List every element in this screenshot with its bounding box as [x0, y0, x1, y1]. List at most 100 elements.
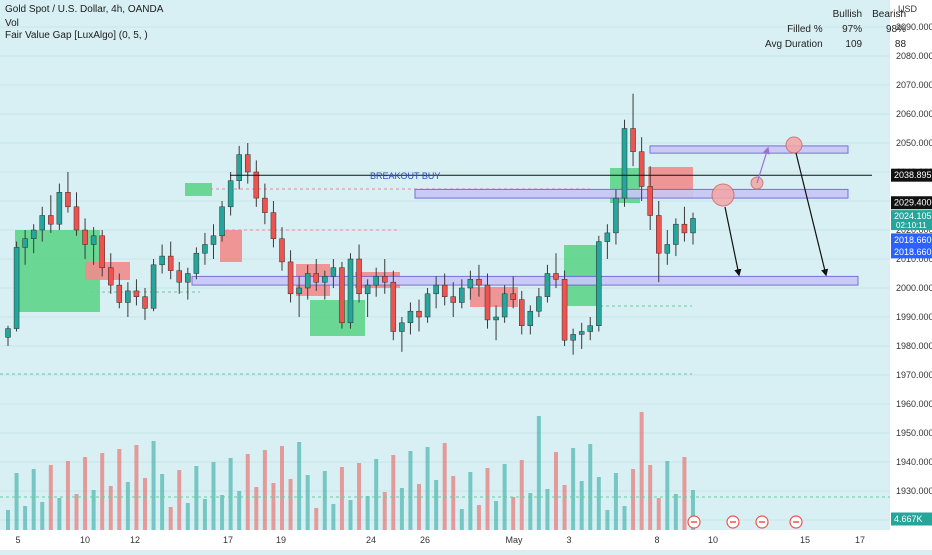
candle-body — [510, 293, 516, 300]
candle-body — [690, 218, 696, 234]
volume-bar — [417, 484, 421, 530]
candle-body — [185, 273, 191, 283]
candle-body — [210, 235, 217, 245]
volume-bar — [280, 446, 284, 530]
price-zone-rect[interactable] — [191, 275, 859, 286]
volume-bar — [451, 476, 456, 530]
target-circle-marker[interactable] — [711, 183, 735, 207]
projection-arrow-down[interactable] — [795, 152, 829, 277]
volume-legend[interactable]: Vol — [5, 18, 19, 29]
candle-body — [441, 284, 448, 297]
volume-bar — [639, 412, 644, 530]
volume-bar — [331, 504, 336, 530]
candle-body — [236, 154, 242, 181]
time-tick-label: 17 — [223, 535, 233, 545]
volume-bar — [100, 453, 105, 530]
volume-bar — [245, 454, 250, 530]
volume-bar — [228, 458, 233, 530]
candle-body — [313, 273, 319, 283]
volume-bar — [297, 442, 302, 530]
candle-body — [65, 192, 71, 208]
fvg-stats-table: Bullish Bearish Filled % 97% 98% Avg Dur… — [760, 7, 911, 52]
candle-body — [22, 238, 28, 248]
volume-bar — [476, 505, 481, 530]
volume-bar — [40, 502, 45, 530]
candle-body — [373, 276, 379, 286]
volume-bar — [528, 493, 533, 530]
time-axis[interactable]: 5 10 12 17 19 24 26 May 3 8 10 15 17 — [15, 515, 865, 545]
time-tick-label: 15 — [800, 535, 810, 545]
price-tag-breakout: 2038.895 — [894, 170, 932, 180]
drawings[interactable] — [230, 136, 872, 277]
price-zone-rect[interactable] — [649, 145, 849, 154]
symbol-title[interactable]: Gold Spot / U.S. Dollar, 4h, OANDA — [5, 4, 164, 15]
projection-arrow-up[interactable] — [756, 146, 770, 184]
candle-body — [630, 128, 636, 152]
candle-body — [125, 290, 131, 303]
volume-bar — [622, 506, 627, 530]
candle-body — [570, 334, 576, 341]
price-tick-label: 2010.000 — [896, 254, 932, 264]
candle-body — [279, 238, 285, 263]
candle-body — [596, 241, 602, 326]
stats-header-bearish: Bearish — [872, 9, 907, 20]
candle-body — [270, 212, 277, 239]
price-zone-rect[interactable] — [414, 188, 849, 199]
candle-body — [673, 223, 679, 245]
volume-bar — [83, 457, 88, 530]
volume-bar — [374, 459, 379, 530]
stats-header-empty — [760, 7, 828, 22]
bullish-fvg-area — [564, 245, 598, 306]
volume-bar — [57, 498, 62, 530]
volume-bar — [434, 480, 439, 530]
volume-bar — [365, 496, 370, 530]
time-tick-label: May — [505, 535, 523, 545]
price-tick-label: 2070.000 — [896, 80, 932, 90]
volume-bar — [339, 467, 344, 530]
price-tick-label: 2050.000 — [896, 138, 932, 148]
projection-arrow-down[interactable] — [724, 206, 742, 277]
price-axis-panel — [890, 0, 932, 550]
volume-bar — [536, 416, 541, 530]
volume-bar — [194, 466, 199, 530]
candle-body — [681, 223, 688, 234]
price-tick-label: 1950.000 — [896, 428, 932, 438]
volume-bar — [262, 450, 267, 530]
price-tag-ma: 2018.660 — [894, 247, 932, 257]
candle-body — [561, 279, 568, 341]
indicator-legend[interactable]: Fair Value Gap [LuxAlgo] (0, 5, ) — [5, 30, 148, 41]
breakout-label: BREAKOUT BUY — [370, 171, 440, 181]
candle-body — [382, 276, 388, 283]
volume-bar — [665, 461, 670, 530]
price-axis[interactable]: 2090.000 2080.000 2070.000 2060.000 2050.000… — [891, 22, 932, 526]
candle-body — [638, 151, 645, 187]
candle-body — [604, 232, 611, 242]
candle-body — [150, 264, 157, 309]
volume-bar — [74, 494, 79, 530]
volume-bar — [605, 510, 610, 530]
price-tick-label: 1970.000 — [896, 370, 932, 380]
candlesticks — [5, 93, 696, 355]
candle-body — [262, 197, 268, 213]
volume-bar — [117, 449, 122, 530]
target-circle-marker[interactable] — [785, 136, 803, 154]
candle-body — [587, 325, 593, 332]
price-tick-label: 2000.000 — [896, 283, 932, 293]
candle-body — [176, 270, 182, 283]
volume-bar — [23, 506, 28, 530]
stats-row-label: Avg Duration — [765, 39, 823, 50]
candle-body — [339, 267, 345, 324]
price-tag-current: 2024.105 — [894, 211, 932, 221]
stats-row-label: Filled % — [787, 24, 823, 35]
candle-body — [484, 284, 491, 321]
candle-body — [287, 261, 294, 295]
candle-body — [82, 229, 88, 245]
candle-body — [167, 255, 174, 271]
volume-bar — [91, 490, 96, 530]
price-tag-countdown: 02:10:11 — [896, 221, 927, 230]
candle-body — [142, 296, 148, 309]
price-tag-ma-bg — [891, 233, 932, 247]
